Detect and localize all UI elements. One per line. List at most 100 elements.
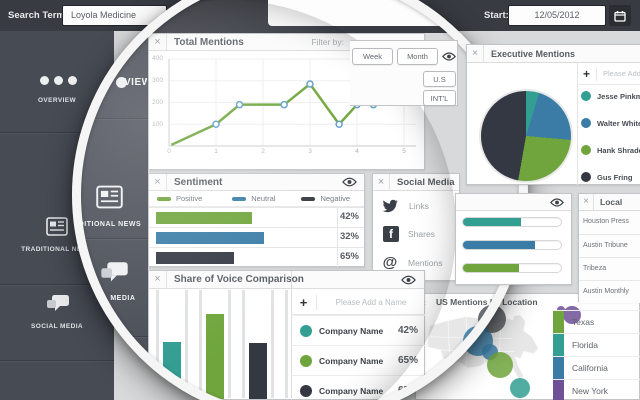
at-sign-icon: @	[381, 254, 399, 271]
close-icon[interactable]: ×	[467, 45, 484, 62]
local-row[interactable]: Austin Monthly	[579, 280, 640, 303]
plus-icon[interactable]: +	[291, 294, 317, 310]
person-name: Walter White	[597, 118, 640, 128]
legend-item-negative: Negative	[301, 194, 350, 203]
panel-title: Social Media	[390, 177, 455, 188]
publication-name: Austin Tribune	[583, 242, 628, 249]
eye-icon[interactable]	[401, 275, 416, 285]
x-tick: 5	[398, 148, 410, 155]
legend-label: Negative	[320, 194, 350, 203]
executive-mentions-panel: × Executive Mentions + Please Add a Name…	[466, 44, 640, 185]
sidebar-divider	[72, 336, 148, 337]
publication-name: Tribeza	[583, 265, 607, 272]
calendar-button[interactable]	[609, 5, 631, 26]
magnified-overview-label: VIEW	[124, 77, 147, 88]
gridline	[156, 290, 159, 398]
gridline	[242, 290, 245, 398]
column-divider	[577, 63, 578, 185]
social-row-mentions[interactable]: @ Mentions	[381, 254, 443, 271]
add-name-row[interactable]: + Please Add a Name	[577, 63, 640, 85]
share-of-voice-panel: × Share of Voice Comparison + Please Add…	[148, 270, 425, 400]
close-icon[interactable]: ×	[579, 194, 594, 210]
person-row[interactable]: Hank Shrader	[581, 145, 640, 155]
add-name-row[interactable]: + Please Add a Name	[291, 290, 425, 315]
legend-row[interactable]: Texas	[553, 310, 640, 334]
executive-pie-chart	[479, 89, 573, 183]
x-tick: 3	[304, 148, 316, 155]
y-tick: 200	[149, 99, 163, 106]
legend-dash	[301, 196, 316, 201]
local-row[interactable]: Austin Tribune	[579, 234, 640, 257]
person-row[interactable]: Gus Fring	[581, 172, 632, 182]
sentiment-bar-positive	[156, 212, 252, 224]
sentiment-bar-negative	[156, 252, 234, 264]
calendar-icon	[614, 10, 626, 22]
legend-label: Positive	[176, 194, 202, 203]
y-tick: 100	[149, 121, 163, 128]
x-tick: 0	[163, 148, 175, 155]
location-bubble	[487, 352, 513, 378]
panel-header: × Local	[579, 194, 640, 211]
x-tick: 4	[351, 148, 363, 155]
panel-header: × Share of Voice Comparison	[149, 271, 424, 289]
sentiment-legend: Positive Neutral Negative	[149, 191, 364, 207]
person-row[interactable]: Walter White	[581, 118, 640, 128]
legend-item-neutral: Neutral	[232, 194, 275, 203]
close-icon[interactable]: ×	[149, 34, 167, 50]
local-row[interactable]: Houston Press	[579, 211, 640, 233]
company-row[interactable]: Company Name 65%	[291, 375, 425, 400]
legend-row[interactable]: California	[553, 356, 640, 380]
us-button[interactable]: U.S	[423, 71, 456, 87]
sentiment-value: 32%	[340, 231, 359, 242]
local-row[interactable]: Tribeza	[579, 257, 640, 280]
gridline	[285, 290, 288, 398]
social-row-links[interactable]: Links	[381, 198, 429, 214]
eye-icon[interactable]	[442, 52, 456, 61]
legend-chip	[553, 333, 564, 357]
legend-chip	[553, 379, 564, 400]
legend-chip	[553, 310, 564, 334]
eye-icon[interactable]	[342, 177, 357, 187]
social-row-shares[interactable]: f Shares	[381, 226, 435, 242]
month-button[interactable]: Month	[397, 48, 438, 65]
sentiment-value: 42%	[340, 211, 359, 222]
y-tick: 300	[149, 77, 163, 84]
sentiment-bar-neutral	[156, 232, 264, 244]
x-tick: 1	[210, 148, 222, 155]
close-icon[interactable]: ×	[149, 174, 167, 190]
person-name: Hank Shrader	[597, 145, 640, 155]
person-dot	[581, 118, 591, 128]
social-row-label: Shares	[408, 229, 435, 239]
person-dot	[581, 91, 591, 101]
legend-dash	[232, 196, 247, 201]
publication-bars-panel	[455, 193, 572, 285]
newspaper-icon	[46, 217, 68, 236]
eye-icon[interactable]	[550, 197, 564, 207]
week-button[interactable]: Week	[352, 48, 393, 65]
filter-by-label: Filter by:	[311, 37, 344, 47]
social-media-panel: × Social Media Links f Shares @ Mentions	[372, 173, 460, 281]
legend-label: California	[572, 363, 608, 373]
company-row[interactable]: Company Name 65%	[291, 345, 425, 375]
person-row[interactable]: Jesse Pinkman	[581, 91, 640, 101]
plus-icon[interactable]: +	[577, 66, 597, 81]
x-tick: 2	[257, 148, 269, 155]
magnified-traditional-news-label: TRADITIONAL NEWS	[72, 221, 146, 228]
y-tick: 400	[149, 55, 163, 62]
intl-button[interactable]: INT'L	[423, 90, 456, 106]
company-dot	[300, 324, 312, 337]
sidebar-divider	[72, 118, 148, 119]
company-dot	[300, 384, 312, 397]
close-icon[interactable]: ×	[149, 271, 167, 288]
legend-row[interactable]: Florida	[553, 333, 640, 357]
person-dot	[581, 172, 591, 182]
company-name: Company Name	[319, 356, 383, 366]
legend-row[interactable]: New York	[553, 379, 640, 400]
panel-header: × Social Media	[373, 174, 459, 191]
company-row[interactable]: Company Name 42%	[291, 315, 425, 345]
dots-icon	[82, 77, 127, 88]
close-icon[interactable]: ×	[373, 174, 390, 190]
chat-bubbles-icon	[101, 262, 128, 282]
legend-label: Florida	[572, 340, 598, 350]
magnified-search-input[interactable]	[268, 0, 446, 26]
